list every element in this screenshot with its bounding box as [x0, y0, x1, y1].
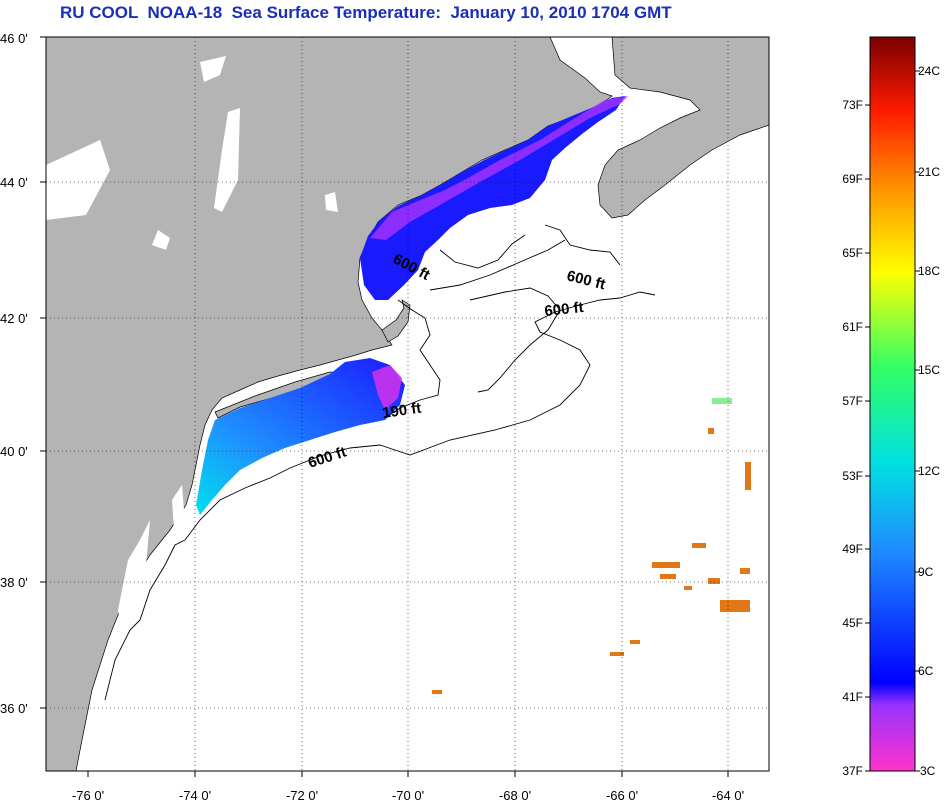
colorbar-f-label: 53F	[842, 469, 863, 483]
lon-tick-label: -74 0'	[179, 788, 211, 803]
lake-champlain-area	[200, 56, 226, 82]
delaware-bay	[172, 485, 184, 530]
graticule	[46, 37, 769, 771]
lon-tick-label: -72 0'	[286, 788, 318, 803]
colorbar-c-label: 6C	[918, 664, 934, 678]
colorbar-c-label: 15C	[918, 363, 940, 377]
colorbar-f-label: 49F	[842, 542, 863, 556]
sst-green-fragment	[712, 398, 732, 404]
lon-tick-label: -68 0'	[499, 788, 531, 803]
sst-gulf-of-maine-magenta	[370, 96, 628, 240]
lat-tick-label: 46 0'	[0, 31, 28, 46]
lat-tick-label: 38 0'	[0, 575, 28, 590]
colorbar-f-label: 57F	[842, 394, 863, 408]
colorbar-c-label: 18C	[918, 264, 940, 278]
lake-small-2	[325, 192, 338, 212]
lat-tick-label: 44 0'	[0, 175, 28, 190]
colorbar-c-label: 21C	[918, 165, 940, 179]
lon-tick-label: -66 0'	[606, 788, 638, 803]
colorbar-f-label: 69F	[842, 172, 863, 186]
axis-ticks	[40, 36, 729, 777]
contour-label: 600 ft	[544, 299, 585, 320]
bathymetry-contours	[104, 224, 656, 701]
land-canada-maritimes	[597, 37, 769, 219]
colorbar-f-label: 37F	[842, 764, 863, 778]
lat-tick-label: 40 0'	[0, 444, 28, 459]
lat-tick-label: 36 0'	[0, 701, 28, 716]
colorbar-f-label: 45F	[842, 616, 863, 630]
lake-small-1	[152, 230, 170, 250]
chesapeake-bay	[118, 520, 150, 640]
sst-warm-fragments	[432, 428, 751, 694]
lon-tick-label: -70 0'	[392, 788, 424, 803]
lake-champlain	[214, 108, 240, 212]
sst-shelf-magenta	[372, 365, 402, 410]
lon-tick-label: -64 0'	[712, 788, 744, 803]
lat-tick-label: 42 0'	[0, 311, 28, 326]
colorbar-c-label: 9C	[918, 565, 934, 579]
colorbar-f-label: 61F	[842, 320, 863, 334]
land-cape-cod	[381, 299, 411, 343]
sst-new-england-shelf	[196, 358, 405, 515]
colorbar	[869, 36, 916, 772]
colorbar-c-label: 12C	[918, 464, 940, 478]
contour-label: 190 ft	[381, 400, 422, 422]
colorbar-f-label: 73F	[842, 98, 863, 112]
colorbar-ticks	[865, 70, 920, 772]
colorbar-c-label: 3C	[920, 764, 936, 778]
lake-ontario	[46, 140, 110, 220]
sst-gulf-of-maine	[360, 96, 625, 300]
lon-tick-label: -76 0'	[72, 788, 104, 803]
colorbar-c-label: 24C	[918, 64, 940, 78]
map-title: RU COOL NOAA-18 Sea Surface Temperature:…	[60, 3, 672, 22]
colorbar-f-label: 41F	[842, 690, 863, 704]
colorbar-f-label: 65F	[842, 246, 863, 260]
